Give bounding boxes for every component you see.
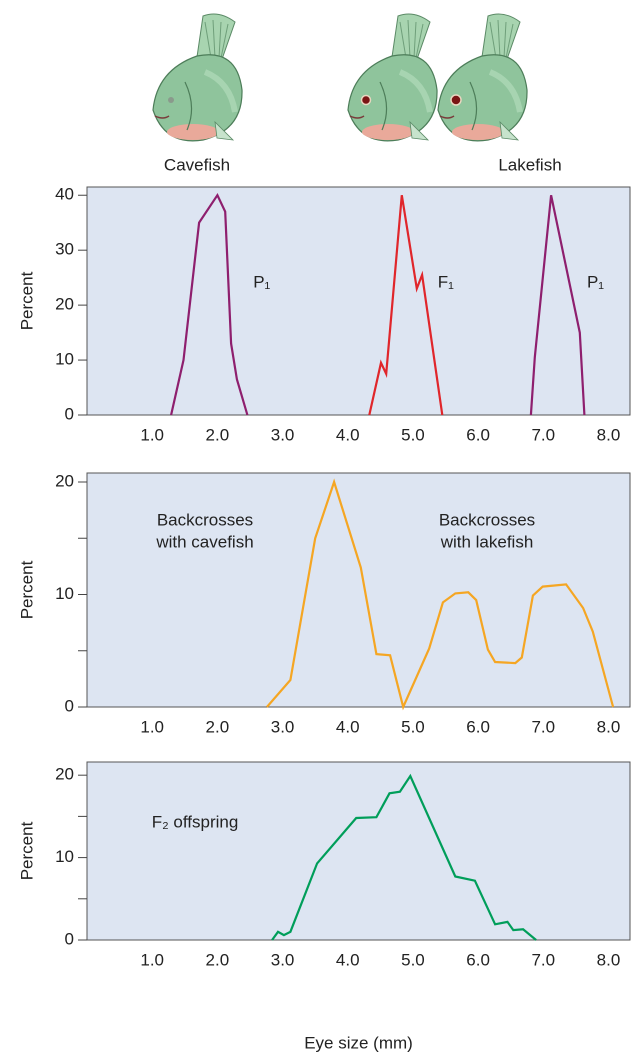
y-tick-label: 10 xyxy=(55,847,74,866)
fish-label: Lakefish xyxy=(498,155,561,174)
x-tick-label: 1.0 xyxy=(140,950,164,969)
x-tick-label: 1.0 xyxy=(140,717,164,736)
f1-fish-illustration xyxy=(348,14,437,141)
y-tick-label: 40 xyxy=(55,185,74,204)
x-tick-label: 2.0 xyxy=(206,950,230,969)
x-tick-label: 4.0 xyxy=(336,950,360,969)
y-axis-label: Percent xyxy=(17,560,36,619)
line-series xyxy=(170,192,249,416)
fish-label: Cavefish xyxy=(164,155,230,174)
x-tick-label: 2.0 xyxy=(206,425,230,444)
x-tick-label: 5.0 xyxy=(401,717,425,736)
x-tick-label: 7.0 xyxy=(531,717,555,736)
x-tick-label: 8.0 xyxy=(597,425,621,444)
annotation: F₂ offspring xyxy=(152,812,239,831)
x-tick-label: 4.0 xyxy=(336,717,360,736)
annotation: Backcrosses xyxy=(157,510,253,529)
y-tick-label: 20 xyxy=(55,765,74,784)
line-series xyxy=(368,195,444,416)
x-tick-label: 6.0 xyxy=(466,717,490,736)
series-label: F₁ xyxy=(438,273,454,292)
y-axis-label: Percent xyxy=(17,271,36,330)
y-tick-label: 0 xyxy=(65,929,74,948)
y-tick-label: 30 xyxy=(55,240,74,259)
x-tick-label: 8.0 xyxy=(597,717,621,736)
cavefish-illustration xyxy=(153,14,242,141)
x-tick-label: 4.0 xyxy=(336,425,360,444)
line-series xyxy=(266,478,615,711)
series-label: P₁ xyxy=(253,273,270,292)
lakefish-illustration xyxy=(438,14,527,141)
x-tick-label: 3.0 xyxy=(271,425,295,444)
annotation: with lakefish xyxy=(440,532,534,551)
x-tick-label: 3.0 xyxy=(271,717,295,736)
x-tick-label: 8.0 xyxy=(597,950,621,969)
y-tick-label: 20 xyxy=(55,471,74,490)
x-tick-label: 2.0 xyxy=(206,717,230,736)
x-tick-label: 1.0 xyxy=(140,425,164,444)
x-tick-label: 6.0 xyxy=(466,425,490,444)
plot-area xyxy=(86,761,631,941)
x-tick-label: 6.0 xyxy=(466,950,490,969)
y-tick-label: 0 xyxy=(65,404,74,423)
y-axis-label: Percent xyxy=(17,821,36,880)
x-axis-label: Eye size (mm) xyxy=(304,1033,413,1052)
y-tick-label: 0 xyxy=(65,696,74,715)
x-tick-label: 3.0 xyxy=(271,950,295,969)
x-tick-label: 7.0 xyxy=(531,950,555,969)
y-tick-label: 10 xyxy=(55,350,74,369)
annotation: with cavefish xyxy=(155,532,253,551)
line-series xyxy=(271,773,537,941)
series-label: P₁ xyxy=(587,273,604,292)
y-tick-label: 20 xyxy=(55,295,74,314)
plot-area xyxy=(86,472,631,708)
x-tick-label: 7.0 xyxy=(531,425,555,444)
annotation: Backcrosses xyxy=(439,510,535,529)
x-tick-label: 5.0 xyxy=(401,425,425,444)
line-series xyxy=(529,194,586,416)
y-tick-label: 10 xyxy=(55,584,74,603)
x-tick-label: 5.0 xyxy=(401,950,425,969)
